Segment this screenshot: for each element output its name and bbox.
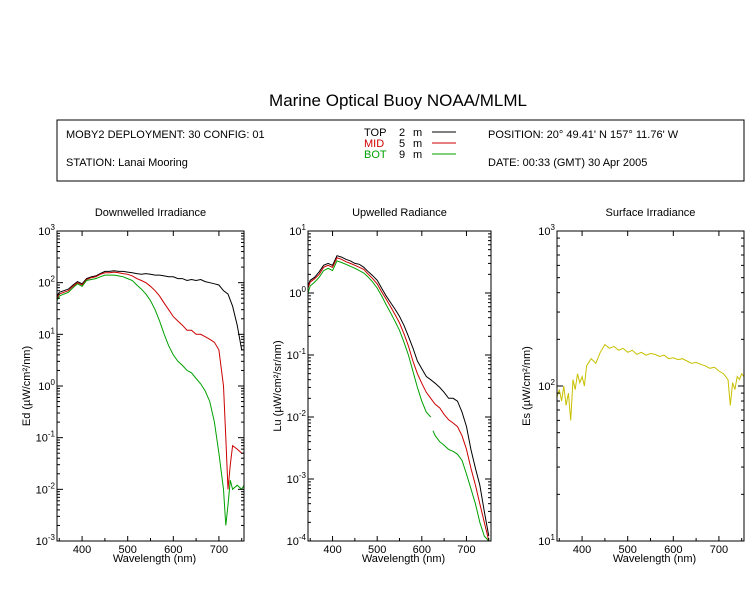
figure-title: Marine Optical Buoy NOAA/MLML [269,91,527,110]
x-axis-label: Wavelength (nm) [613,553,696,565]
x-axis-label: Wavelength (nm) [362,553,445,565]
chart-2: Upwelled Radiance 400 500 600 700 Wavelength … [272,207,492,565]
x-tick-label: 500 [619,544,637,556]
series-line-bot-2 [57,274,244,526]
charts-group: Downwelled Irradiance 400 500 600 700 Wavelen… [21,207,745,565]
series-line-bot-2 [308,260,432,418]
x-tick-label: 400 [73,544,91,556]
y-tick-label: 102 [38,275,55,290]
depth-legend: TOP 2 m MID 5 m BOT 9 m [364,127,456,161]
legend-depth-top: 2 [399,127,405,139]
plot-frame [56,230,245,542]
x-tick-label: 700 [457,544,475,556]
position-label: POSITION: 20° 49.41' N 157° 11.76' W [488,129,679,141]
legend-depth-mid: 5 [399,138,405,150]
series-line-top-0 [57,270,244,351]
chart-3: Surface Irradiance 400 500 600 700 Wavelength… [521,207,745,565]
y-tick-label: 100 [38,378,55,393]
legend-name-mid: MID [364,138,384,150]
y-tick-label: 102 [538,378,555,393]
y-tick-label: 10-3 [287,471,307,486]
y-axis-label: Lu (µW/cm²/sr/nm) [272,340,284,431]
legend-depth-bot: 9 [399,149,405,161]
legend-unit-mid: m [413,138,422,150]
series-line-mid-1 [57,271,244,490]
x-tick-label: 700 [710,544,728,556]
y-tick-label: 10-2 [287,409,307,424]
x-axis-label: Wavelength (nm) [113,553,196,565]
x-tick-label: 500 [119,544,137,556]
y-tick-label: 100 [289,285,306,300]
legend-unit-top: m [413,127,422,139]
y-tick-label: 10-2 [36,481,56,496]
date-label: DATE: 00:33 (GMT) 30 Apr 2005 [488,157,647,169]
x-tick-label: 600 [664,544,682,556]
series-line-bot-3 [432,430,490,541]
chart-1: Downwelled Irradiance 400 500 600 700 Wavelen… [21,207,245,565]
info-box [56,119,745,182]
series-line-mid-1 [308,257,490,541]
x-tick-label: 600 [413,544,431,556]
y-tick-label: 10-1 [36,430,56,445]
chart-title: Upwelled Radiance [352,207,447,219]
y-tick-label: 10-1 [287,347,307,362]
y-tick-label: 10-4 [287,533,307,548]
chart-title: Surface Irradiance [606,207,696,219]
series-line-es-0 [557,343,744,421]
y-tick-label: 103 [38,223,55,238]
legend-unit-bot: m [413,149,422,161]
deployment-label: MOBY2 DEPLOYMENT: 30 CONFIG: 01 [66,129,265,141]
x-tick-label: 500 [368,544,386,556]
y-tick-label: 101 [289,223,306,238]
legend-name-top: TOP [364,127,386,139]
plot-frame [556,230,745,542]
y-tick-label: 10-3 [36,533,56,548]
y-tick-label: 101 [38,326,55,341]
plot-frame [307,230,492,542]
series-line-top-0 [308,255,490,537]
chart-title: Downwelled Irradiance [95,207,206,219]
x-tick-label: 400 [573,544,591,556]
y-axis-label: Ed (µW/cm²/nm) [21,346,33,426]
y-tick-label: 103 [538,223,555,238]
x-tick-label: 700 [210,544,228,556]
x-tick-label: 400 [323,544,341,556]
station-label: STATION: Lanai Mooring [66,157,188,169]
y-axis-label: Es (µW/cm²/nm) [521,346,533,426]
y-tick-label: 101 [538,533,555,548]
legend-name-bot: BOT [364,149,387,161]
x-tick-label: 600 [164,544,182,556]
